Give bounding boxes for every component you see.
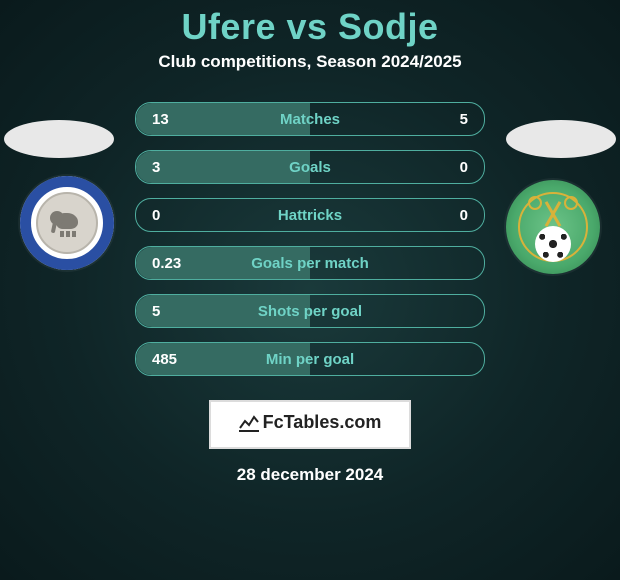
stat-label: Goals per match — [210, 255, 410, 272]
comparison-card: Ufere vs Sodje Club competitions, Season… — [0, 0, 620, 485]
stat-label: Hattricks — [210, 207, 410, 224]
stat-label: Shots per goal — [210, 303, 410, 320]
stat-value-left: 3 — [136, 159, 210, 176]
stat-value-left: 13 — [136, 111, 210, 128]
stat-value-left: 0 — [136, 207, 210, 224]
stat-label: Min per goal — [210, 351, 410, 368]
stats-list: 13Matches53Goals00Hattricks00.23Goals pe… — [135, 102, 485, 376]
brand-text: FcTables.com — [263, 412, 382, 433]
stat-value-left: 5 — [136, 303, 210, 320]
stat-value-right: 5 — [410, 111, 484, 128]
club-crest-left — [20, 176, 114, 270]
stat-row: 13Matches5 — [135, 102, 485, 136]
stat-row: 0Hattricks0 — [135, 198, 485, 232]
stat-row: 485Min per goal — [135, 342, 485, 376]
football-icon — [535, 226, 571, 262]
page-title: Ufere vs Sodje — [0, 6, 620, 48]
stat-value-left: 0.23 — [136, 255, 210, 272]
stat-row: 3Goals0 — [135, 150, 485, 184]
page-subtitle: Club competitions, Season 2024/2025 — [0, 52, 620, 72]
player-slot-right — [506, 120, 616, 158]
stat-value-left: 485 — [136, 351, 210, 368]
brand-box: FcTables.com — [209, 400, 411, 449]
stat-row: 5Shots per goal — [135, 294, 485, 328]
chart-icon — [239, 414, 259, 432]
club-crest-right — [506, 180, 600, 274]
date-text: 28 december 2024 — [0, 465, 620, 485]
stat-label: Matches — [210, 111, 410, 128]
stat-row: 0.23Goals per match — [135, 246, 485, 280]
elephant-icon — [50, 211, 84, 235]
stat-label: Goals — [210, 159, 410, 176]
stat-value-right: 0 — [410, 207, 484, 224]
stat-value-right: 0 — [410, 159, 484, 176]
player-slot-left — [4, 120, 114, 158]
